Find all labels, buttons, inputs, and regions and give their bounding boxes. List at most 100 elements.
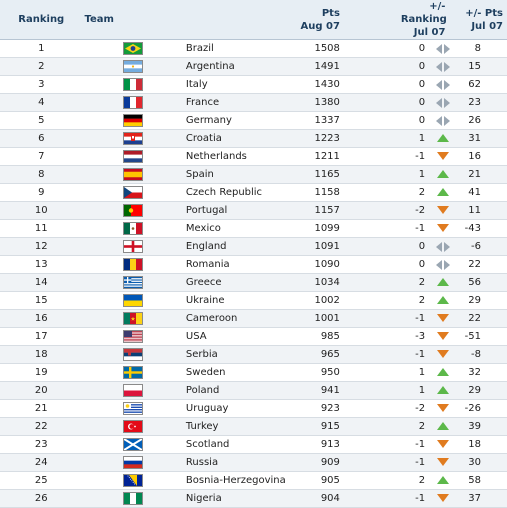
team-name-link[interactable]: Poland (183, 381, 286, 400)
table-row[interactable]: 4 France 1380 0 23 (0, 93, 507, 112)
team-name-link[interactable]: France (183, 93, 286, 112)
team-name-link[interactable]: Czech Republic (183, 183, 286, 202)
team-name-link[interactable]: Netherlands (183, 147, 286, 166)
rank-cell: 9 (0, 183, 83, 202)
team-name-link[interactable]: Germany (183, 111, 286, 130)
table-row[interactable]: 17 USA 985 -3 -51 (0, 327, 507, 346)
table-row[interactable]: 8 Spain 1165 1 21 (0, 165, 507, 184)
points-change-header[interactable]: +/- Pts Jul 07 (457, 0, 507, 40)
flag-cell (82, 201, 184, 220)
team-header[interactable]: Team (82, 0, 286, 40)
rank-cell: 16 (0, 309, 83, 328)
rank-cell: 2 (0, 57, 83, 76)
table-row[interactable]: 9 Czech Republic 1158 2 41 (0, 183, 507, 202)
team-name-link[interactable]: Argentina (183, 57, 286, 76)
table-row[interactable]: 11 Mexico 1099 -1 -43 (0, 219, 507, 238)
team-name-link[interactable]: Romania (183, 255, 286, 274)
rank-cell: 23 (0, 435, 83, 454)
table-row[interactable]: 5 Germany 1337 0 26 (0, 111, 507, 130)
points-change-cell: 26 (457, 111, 507, 130)
flag-cell (82, 237, 184, 256)
table-row[interactable]: 21 Uruguay 923 -2 -26 (0, 399, 507, 418)
points-change-cell: -6 (457, 237, 507, 256)
team-name-link[interactable]: Bosnia-Herzegovina (183, 471, 286, 490)
flag-cell (82, 399, 184, 418)
table-row[interactable]: 24 Russia 909 -1 30 (0, 453, 507, 472)
table-row[interactable]: 3 Italy 1430 0 62 (0, 75, 507, 94)
team-name-link[interactable]: USA (183, 327, 286, 346)
no-change-icon (429, 39, 458, 58)
ranking-change-cell: 1 (400, 165, 430, 184)
team-name-link[interactable]: Italy (183, 75, 286, 94)
points-change-cell: 21 (457, 165, 507, 184)
rank-cell: 18 (0, 345, 83, 364)
team-name-link[interactable]: Sweden (183, 363, 286, 382)
table-row[interactable]: 15 Ukraine 1002 2 29 (0, 291, 507, 310)
ranking-change-cell: 0 (400, 237, 430, 256)
table-row[interactable]: 10 Portugal 1157 -2 11 (0, 201, 507, 220)
flag-cell (82, 93, 184, 112)
table-row[interactable]: 2 Argentina 1491 0 15 (0, 57, 507, 76)
team-name-link[interactable]: Brazil (183, 39, 286, 58)
table-row[interactable]: 14 Greece 1034 2 56 (0, 273, 507, 292)
points-cell: 913 (285, 435, 342, 454)
team-name-link[interactable]: Ukraine (183, 291, 286, 310)
team-name-link[interactable]: England (183, 237, 286, 256)
points-cell: 915 (285, 417, 342, 436)
team-name-link[interactable]: Cameroon (183, 309, 286, 328)
team-name-link[interactable]: Turkey (183, 417, 286, 436)
ranking-change-header[interactable]: +/- Ranking Jul 07 (400, 0, 458, 40)
team-name-link[interactable]: Mexico (183, 219, 286, 238)
team-name-link[interactable]: Nigeria (183, 489, 286, 508)
table-row[interactable]: 6 Croatia 1223 1 31 (0, 129, 507, 148)
flag-cell (82, 327, 184, 346)
ranking-change-cell: -1 (400, 147, 430, 166)
points-cell: 941 (285, 381, 342, 400)
table-row[interactable]: 22 Turkey 915 2 39 (0, 417, 507, 436)
table-row[interactable]: 23 Scotland 913 -1 18 (0, 435, 507, 454)
flag-cell (82, 453, 184, 472)
ranking-change-cell: -2 (400, 201, 430, 220)
points-cell: 1223 (285, 129, 342, 148)
russia-flag-icon (123, 456, 144, 469)
flag-cell (82, 363, 184, 382)
team-name-link[interactable]: Portugal (183, 201, 286, 220)
points-cell: 965 (285, 345, 342, 364)
table-row[interactable]: 19 Sweden 950 1 32 (0, 363, 507, 382)
rank-cell: 1 (0, 39, 83, 58)
team-name-link[interactable]: Croatia (183, 129, 286, 148)
points-cell: 1508 (285, 39, 342, 58)
team-name-link[interactable]: Scotland (183, 435, 286, 454)
ranking-change-cell: 2 (400, 417, 430, 436)
arrow-up-icon (429, 165, 458, 184)
england-flag-icon (123, 240, 144, 253)
flag-cell (82, 183, 184, 202)
table-row[interactable]: 18 Serbia 965 -1 -8 (0, 345, 507, 364)
ranking-header[interactable]: Ranking (0, 0, 83, 40)
table-row[interactable]: 13 Romania 1090 0 22 (0, 255, 507, 274)
team-name-link[interactable]: Greece (183, 273, 286, 292)
spain-flag-icon (123, 168, 144, 181)
team-name-link[interactable]: Uruguay (183, 399, 286, 418)
flag-cell (82, 273, 184, 292)
team-name-link[interactable]: Spain (183, 165, 286, 184)
rank-cell: 19 (0, 363, 83, 382)
table-row[interactable]: 7 Netherlands 1211 -1 16 (0, 147, 507, 166)
rank-cell: 7 (0, 147, 83, 166)
points-header[interactable]: Pts Aug 07 (285, 0, 342, 40)
table-row[interactable]: 16 Cameroon 1001 -1 22 (0, 309, 507, 328)
team-name-link[interactable]: Russia (183, 453, 286, 472)
points-cell: 909 (285, 453, 342, 472)
table-row[interactable]: 25 Bosnia-Herzegovina 905 2 58 (0, 471, 507, 490)
team-name-link[interactable]: Serbia (183, 345, 286, 364)
arrow-up-icon (429, 381, 458, 400)
table-row[interactable]: 26 Nigeria 904 -1 37 (0, 489, 507, 508)
no-change-icon (429, 111, 458, 130)
serbia-flag-icon (123, 348, 144, 361)
table-row[interactable]: 12 England 1091 0 -6 (0, 237, 507, 256)
points-change-cell: 11 (457, 201, 507, 220)
table-row[interactable]: 1 Brazil 1508 0 8 (0, 39, 507, 58)
table-row[interactable]: 20 Poland 941 1 29 (0, 381, 507, 400)
points-change-cell: 37 (457, 489, 507, 508)
flag-cell (82, 345, 184, 364)
